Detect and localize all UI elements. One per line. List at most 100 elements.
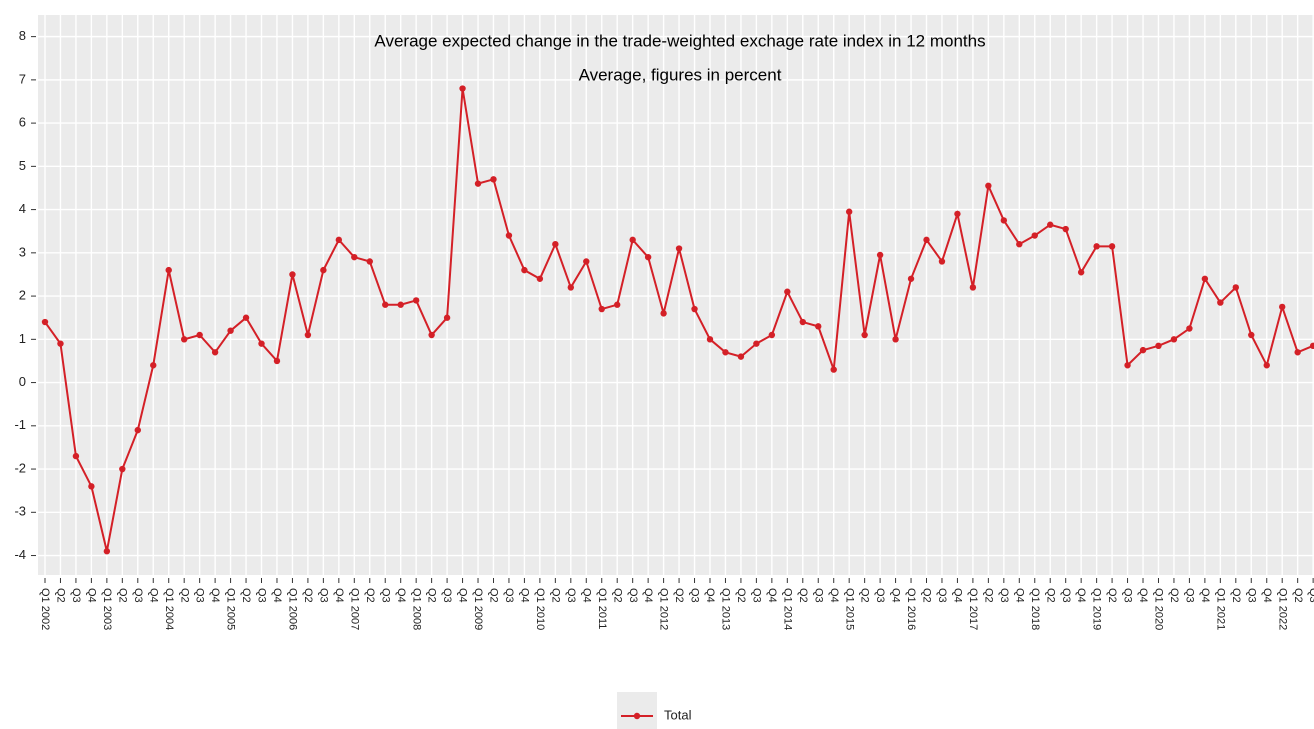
point [351, 253, 358, 261]
x-tick-label: Q3 [379, 588, 391, 603]
x-tick-label: Q4 [457, 588, 469, 603]
x-tick-label: Q4 [704, 588, 716, 603]
x-tick-label: Q2 [1230, 588, 1242, 603]
x-tick-label: Q3 [998, 588, 1010, 603]
point [614, 301, 621, 308]
x-tick-label: Q3 [194, 588, 206, 603]
x-tick-label: Q2 [1044, 588, 1056, 603]
y-tick-label: 3 [19, 244, 26, 259]
point [474, 180, 482, 187]
point [892, 336, 899, 343]
point [598, 305, 605, 313]
x-tick-label: Q4 [147, 588, 159, 603]
point [1062, 225, 1069, 233]
point [799, 318, 806, 326]
point [969, 284, 977, 291]
point [289, 271, 296, 278]
x-tick-label: Q2 [735, 588, 747, 603]
point [397, 301, 404, 308]
x-tick-label: Q2 [1292, 588, 1304, 603]
x-tick-label: Q2 [982, 588, 994, 603]
x-tick-label: Q2 [549, 588, 561, 603]
point [660, 310, 667, 317]
point [1108, 243, 1116, 250]
x-tick-label: Q3 [750, 588, 762, 603]
point [196, 331, 203, 339]
x-tick-label: Q1 2009 [472, 588, 484, 630]
chart-subtitle: Average, figures in percent [579, 65, 782, 84]
point [1124, 362, 1131, 369]
x-tick-label: Q1 2012 [658, 588, 670, 630]
point [258, 340, 265, 347]
point [907, 275, 915, 282]
point [784, 288, 791, 295]
x-tick-label: Q4 [209, 588, 221, 603]
plot-panel [38, 15, 1314, 575]
x-tick-label: Q1 2020 [1153, 588, 1165, 630]
point [1248, 331, 1255, 339]
x-tick-label: Q4 [952, 588, 964, 603]
x-tick-label: Q1 2015 [843, 588, 855, 630]
point [985, 182, 992, 190]
point [1155, 342, 1162, 350]
point [675, 245, 683, 252]
point [490, 176, 497, 183]
x-tick-label: Q3 [1307, 588, 1314, 603]
y-tick-label: -2 [14, 460, 26, 475]
point [320, 266, 327, 274]
point [335, 236, 343, 244]
point [1201, 275, 1209, 282]
point [706, 336, 714, 343]
point [366, 258, 373, 265]
point [134, 426, 141, 434]
point [552, 240, 559, 248]
x-tick-label: Q1 2010 [534, 588, 546, 630]
point [273, 357, 281, 365]
y-tick-label: 5 [19, 158, 26, 173]
point [459, 85, 466, 92]
point [227, 327, 234, 334]
point [57, 340, 64, 347]
x-tick-label: Q1 2021 [1214, 588, 1226, 630]
point [180, 336, 188, 343]
point [443, 314, 451, 321]
x-tick-label: Q1 2002 [39, 588, 51, 630]
x-tick-label: Q4 [395, 588, 407, 603]
x-tick-label: Q2 [426, 588, 438, 603]
point [768, 331, 776, 339]
x-tick-label: Q1 2013 [720, 588, 732, 630]
legend-label: Total [664, 707, 692, 722]
point [1309, 342, 1314, 350]
y-tick-label: 2 [19, 288, 26, 303]
x-tick-label: Q4 [642, 588, 654, 603]
point [830, 366, 837, 373]
x-tick-label: Q4 [580, 588, 592, 603]
x-tick-label: Q2 [673, 588, 685, 603]
x-tick-label: Q2 [1106, 588, 1118, 603]
x-tick-label: Q4 [85, 588, 97, 603]
x-tick-label: Q2 [178, 588, 190, 603]
x-tick-label: Q3 [132, 588, 144, 603]
y-tick-label: -1 [14, 417, 26, 432]
x-tick-label: Q1 2014 [781, 588, 793, 630]
point [1170, 336, 1178, 343]
point [876, 251, 884, 259]
x-tick-label: Q1 2007 [348, 588, 360, 630]
x-tick-label: Q3 [874, 588, 886, 603]
point [72, 452, 80, 460]
point [1139, 346, 1147, 354]
point [815, 323, 822, 330]
point [845, 208, 853, 215]
x-tick-label: Q2 [302, 588, 314, 603]
x-tick-label: Q4 [1137, 588, 1149, 603]
point [211, 349, 219, 356]
point [1294, 349, 1301, 356]
x-tick-label: Q2 [859, 588, 871, 603]
y-tick-label: 8 [19, 28, 26, 43]
x-tick-label: Q4 [1075, 588, 1087, 603]
y-tick-label: 7 [19, 71, 26, 86]
point [242, 314, 250, 321]
x-tick-label: Q3 [441, 588, 453, 603]
x-tick-label: Q3 [1184, 588, 1196, 603]
y-tick-label: -4 [14, 547, 26, 562]
